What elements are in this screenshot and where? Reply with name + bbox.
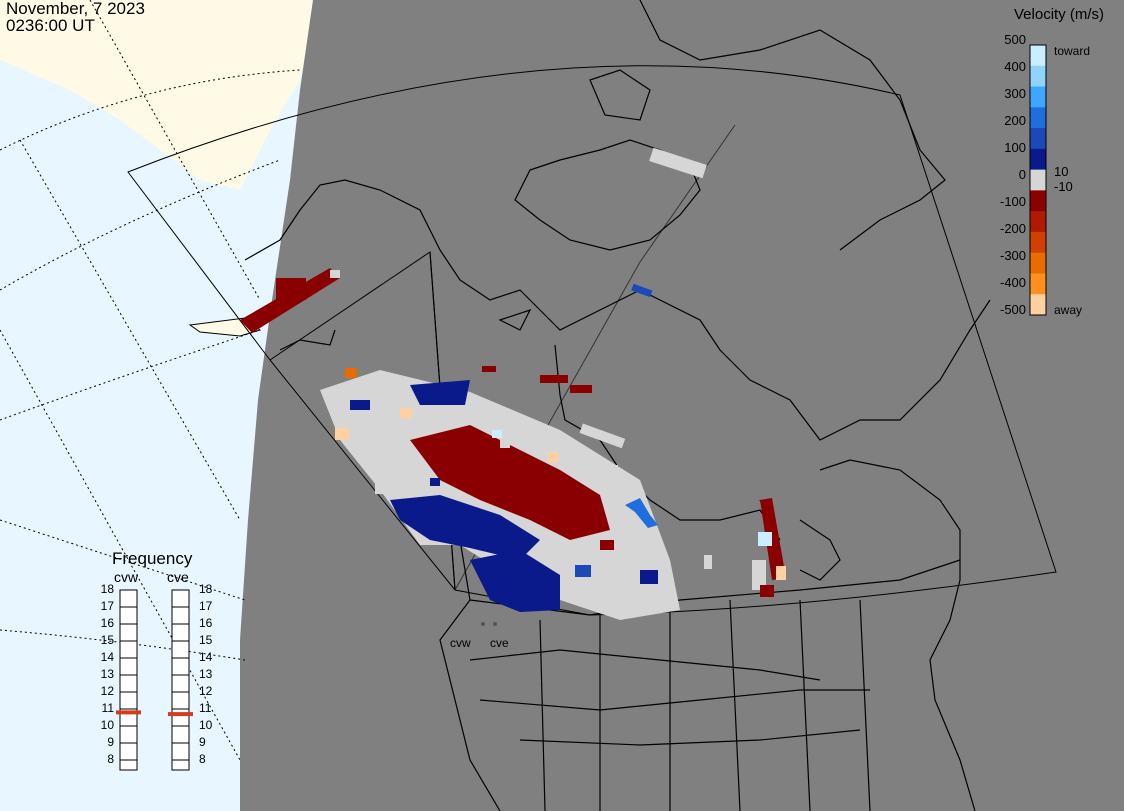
frequency-scale-label: 9 — [107, 735, 114, 749]
frequency-scale-label: 16 — [199, 616, 213, 630]
colorbar-tick-label: 300 — [1004, 86, 1026, 101]
colorbar-swatch — [1030, 65, 1046, 88]
colorbar-tick-label: -10 — [1054, 179, 1073, 194]
colorbar-tick-label: 500 — [1004, 32, 1026, 47]
site-label-cve: cve — [490, 636, 509, 650]
colorbar-tick-label: -100 — [1000, 194, 1027, 209]
radar-site-cve — [493, 622, 497, 626]
frequency-scale-label: 18 — [100, 582, 114, 596]
frequency-scale-label: 12 — [199, 684, 213, 698]
frequency-box — [171, 589, 190, 771]
colorbar-swatch — [1030, 231, 1046, 254]
colorbar-swatch — [1030, 190, 1046, 212]
frequency-scale-label: 10 — [100, 718, 114, 732]
colorbar — [1029, 44, 1047, 316]
frequency-marker-cvw — [116, 710, 141, 715]
frequency-scale-label: 18 — [199, 582, 213, 596]
colorbar-tick-label: 400 — [1004, 59, 1026, 74]
frequency-scale-label: 15 — [199, 633, 213, 647]
colorbar-swatch — [1030, 128, 1046, 150]
frequency-scale-label: 14 — [199, 650, 213, 664]
date-label: November, 7 2023 — [6, 0, 145, 18]
frequency-scale-label: 13 — [199, 667, 213, 681]
colorbar-tick-label: -200 — [1000, 221, 1027, 236]
frequency-scale-label: 17 — [199, 599, 213, 613]
night-region — [240, 0, 1124, 811]
frequency-scale-label: 14 — [100, 650, 114, 664]
frequency-scale-label: 15 — [100, 633, 114, 647]
site-label-cvw: cvw — [450, 636, 471, 650]
time-label: 0236:00 UT — [6, 16, 95, 35]
frequency-scale-label: 11 — [199, 701, 212, 715]
colorbar-tick-label: 200 — [1004, 113, 1026, 128]
colorbar-away-label: away — [1054, 303, 1083, 317]
frequency-scale-label: 8 — [199, 752, 206, 766]
radar-site-cvw — [481, 622, 485, 626]
frequency-radar-cvw-label: cvw — [114, 569, 139, 585]
frequency-scale-label: 9 — [199, 735, 206, 749]
colorbar-toward-label: toward — [1054, 44, 1091, 58]
colorbar-swatch — [1030, 169, 1046, 191]
colorbar-swatch — [1030, 273, 1046, 295]
colorbar-tick-label: -300 — [1000, 248, 1027, 263]
day-land-north — [0, 0, 320, 40]
colorbar-swatch — [1030, 252, 1046, 274]
frequency-title: Frequency — [112, 549, 193, 568]
colorbar-tick-label: -400 — [1000, 275, 1027, 290]
frequency-marker-cve — [168, 712, 193, 717]
colorbar-title: Velocity (m/s) — [1014, 6, 1105, 23]
frequency-scale-label: 11 — [101, 701, 114, 715]
colorbar-tick-label: 0 — [1018, 167, 1026, 182]
frequency-scale-label: 17 — [100, 599, 114, 613]
colorbar-swatch — [1030, 211, 1046, 233]
frequency-radar-cve-label: cve — [167, 569, 189, 585]
colorbar-swatch — [1030, 45, 1046, 67]
frequency-scale-label: 13 — [100, 667, 114, 681]
day-land — [0, 0, 320, 190]
colorbar-swatch — [1030, 86, 1046, 108]
fov-outline — [127, 65, 1057, 616]
frequency-scale-label: 16 — [100, 616, 114, 630]
colorbar-tick-label: 100 — [1004, 140, 1026, 155]
colorbar-tick-label: 10 — [1054, 164, 1069, 179]
frequency-scale-label: 12 — [100, 684, 114, 698]
frequency-box — [119, 589, 138, 771]
radar-echoes — [240, 147, 786, 620]
frequency-scale-label: 10 — [199, 718, 213, 732]
frequency-panel — [116, 589, 193, 771]
colorbar-tick-label: -500 — [1000, 302, 1027, 317]
colorbar-swatch — [1030, 294, 1046, 316]
colorbar-swatch — [1030, 107, 1046, 129]
colorbar-swatch — [1030, 148, 1046, 171]
frequency-scale-label: 8 — [107, 752, 114, 766]
